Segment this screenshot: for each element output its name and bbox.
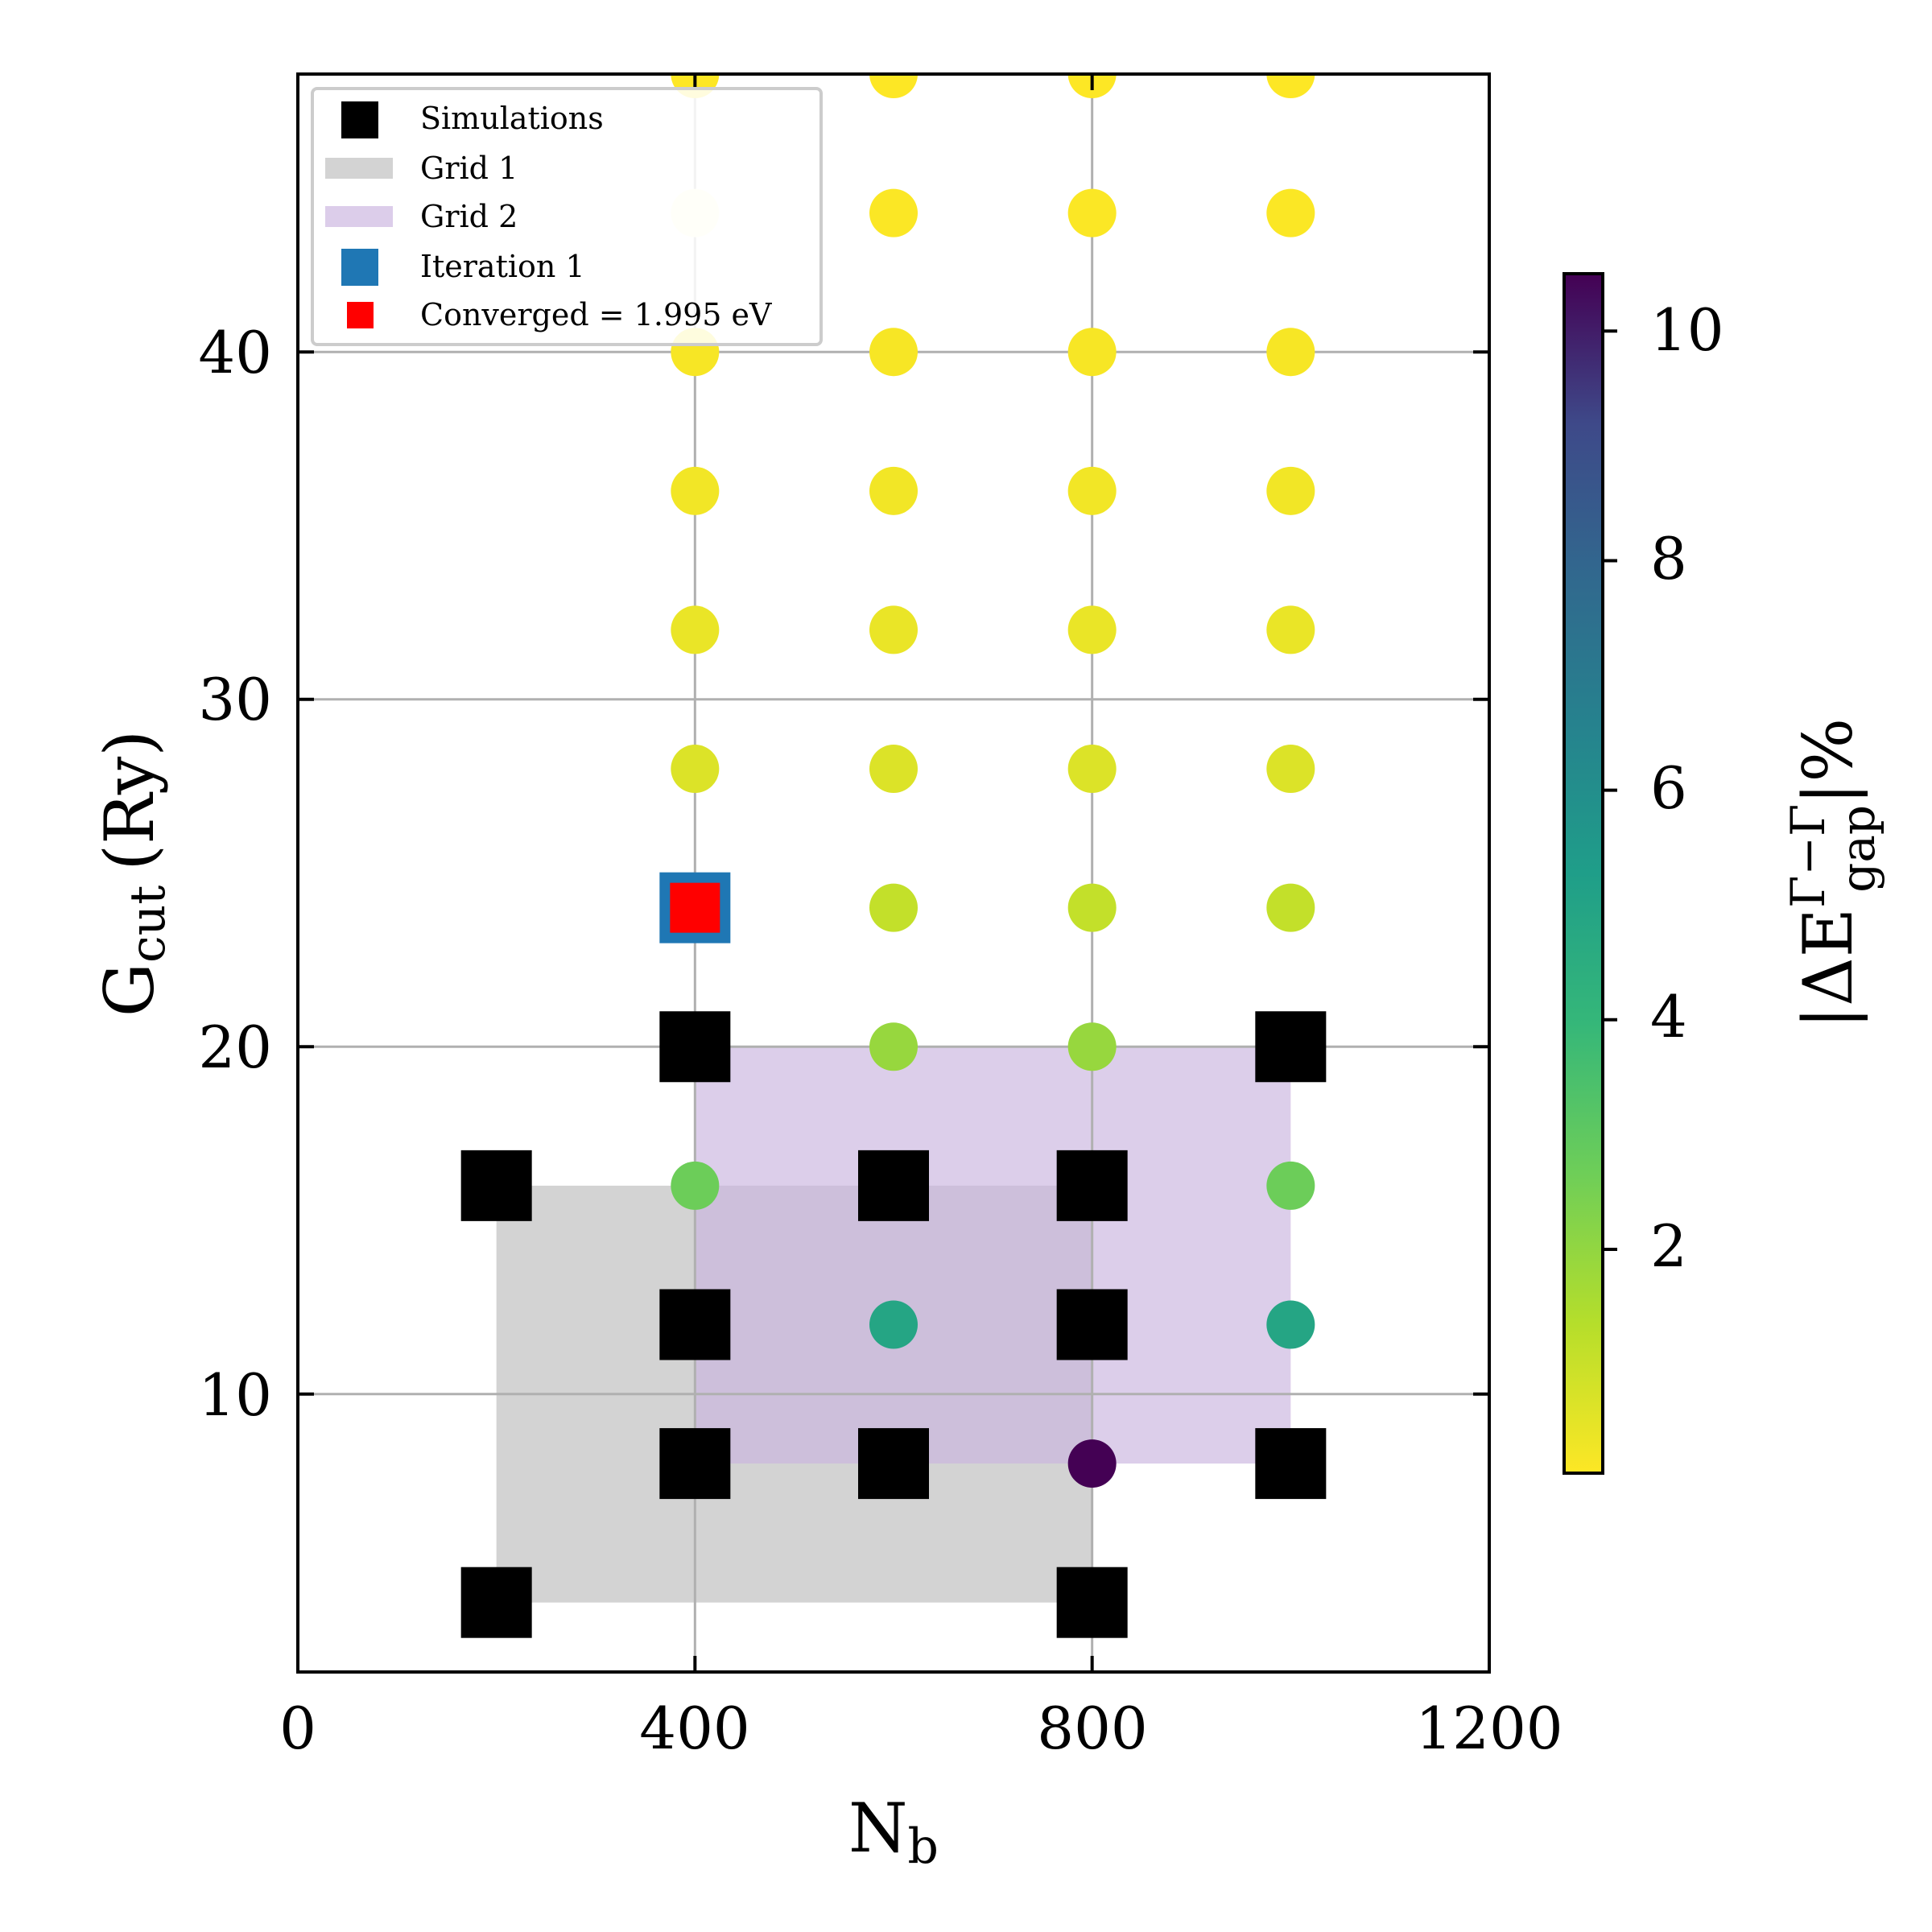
grid-region-2 <box>695 1046 1291 1464</box>
simulation-marker <box>659 1011 731 1083</box>
x-tick-label: 400 <box>639 1695 749 1762</box>
error-point <box>869 1300 918 1349</box>
x-tick-label: 1200 <box>1415 1695 1563 1762</box>
simulation-marker <box>1056 1289 1128 1360</box>
error-point <box>671 605 720 654</box>
y-tick-label: 20 <box>198 1013 272 1081</box>
plot-frame <box>296 72 1491 1674</box>
error-point <box>1067 605 1117 654</box>
simulation-marker <box>460 1567 532 1638</box>
legend-marker-iteration1 <box>341 249 378 286</box>
error-point <box>671 1161 720 1210</box>
colorbar: 2 4 6 8 10 |ΔEΓ−Γgap|% <box>1563 272 1885 1475</box>
x-tick-label: 800 <box>1037 1695 1147 1762</box>
simulation-marker <box>659 1289 731 1360</box>
simulation-marker <box>1255 1428 1327 1500</box>
y-axis-label: Gcut(Ry) <box>90 730 176 1017</box>
colorbar-tick-label: 4 <box>1650 983 1687 1051</box>
legend-marker-simulations <box>341 101 378 138</box>
error-point <box>869 188 918 237</box>
colorbar-tick-label: 8 <box>1650 525 1687 592</box>
legend-label-iteration1: Iteration 1 <box>420 249 585 284</box>
error-point <box>1266 745 1315 794</box>
legend-label-simulations: Simulations <box>420 101 604 136</box>
error-point <box>1266 188 1315 237</box>
simulation-marker <box>1255 1011 1327 1083</box>
legend-marker-grid2 <box>325 206 393 227</box>
legend-marker-converged <box>347 302 374 328</box>
error-point <box>869 74 918 98</box>
simulation-marker <box>858 1428 929 1500</box>
error-point <box>1266 1300 1315 1349</box>
legend-marker-grid1 <box>325 158 393 179</box>
colorbar-tick-label: 10 <box>1650 296 1724 364</box>
error-point <box>1266 466 1315 515</box>
y-tick-label: 40 <box>198 319 272 386</box>
colorbar-gradient <box>1563 272 1604 1475</box>
error-point <box>869 605 918 654</box>
error-point <box>869 466 918 515</box>
error-point <box>869 1022 918 1071</box>
colorbar-tick-label: 2 <box>1650 1212 1687 1280</box>
colorbar-ticks <box>1603 329 1617 1251</box>
colorbar-tick-label: 6 <box>1650 754 1687 822</box>
y-tick-label: 10 <box>198 1361 272 1429</box>
error-point <box>1266 605 1315 654</box>
legend-label-grid1: Grid 1 <box>420 151 518 186</box>
converged-marker <box>670 882 720 933</box>
y-tick-label: 30 <box>198 666 272 733</box>
simulation-marker <box>858 1150 929 1221</box>
legend-label-converged: Converged = 1.995 eV <box>420 297 772 332</box>
legend-label-grid2: Grid 2 <box>420 199 518 234</box>
error-point <box>671 745 720 794</box>
simulation-marker <box>659 1428 731 1500</box>
error-point <box>1067 188 1117 237</box>
error-point <box>1067 466 1117 515</box>
error-point <box>1067 745 1117 794</box>
error-point <box>869 883 918 932</box>
error-point <box>1067 1439 1117 1488</box>
error-point <box>869 328 918 377</box>
x-tick-label: 0 <box>279 1695 316 1762</box>
data-points <box>460 74 1327 1638</box>
simulation-marker <box>1056 1567 1128 1638</box>
colorbar-label: |ΔEΓ−Γgap|% <box>1781 718 1885 1029</box>
y-tick-labels: 10 20 30 40 <box>198 319 272 1429</box>
error-point <box>671 466 720 515</box>
x-axis-label: Nb <box>848 1789 939 1875</box>
legend: Simulations Grid 1 Grid 2 Iteration 1 Co… <box>311 87 823 346</box>
legend-box <box>311 87 823 346</box>
error-point <box>1266 74 1315 98</box>
error-point <box>869 745 918 794</box>
error-point <box>1067 1022 1117 1071</box>
x-tick-labels: 0 400 800 1200 <box>279 1695 1563 1762</box>
error-point <box>1266 328 1315 377</box>
simulation-marker <box>460 1150 532 1221</box>
error-point <box>1266 1161 1315 1210</box>
error-point <box>1067 883 1117 932</box>
error-point <box>1266 883 1315 932</box>
simulation-marker <box>1056 1150 1128 1221</box>
error-point <box>1067 328 1117 377</box>
